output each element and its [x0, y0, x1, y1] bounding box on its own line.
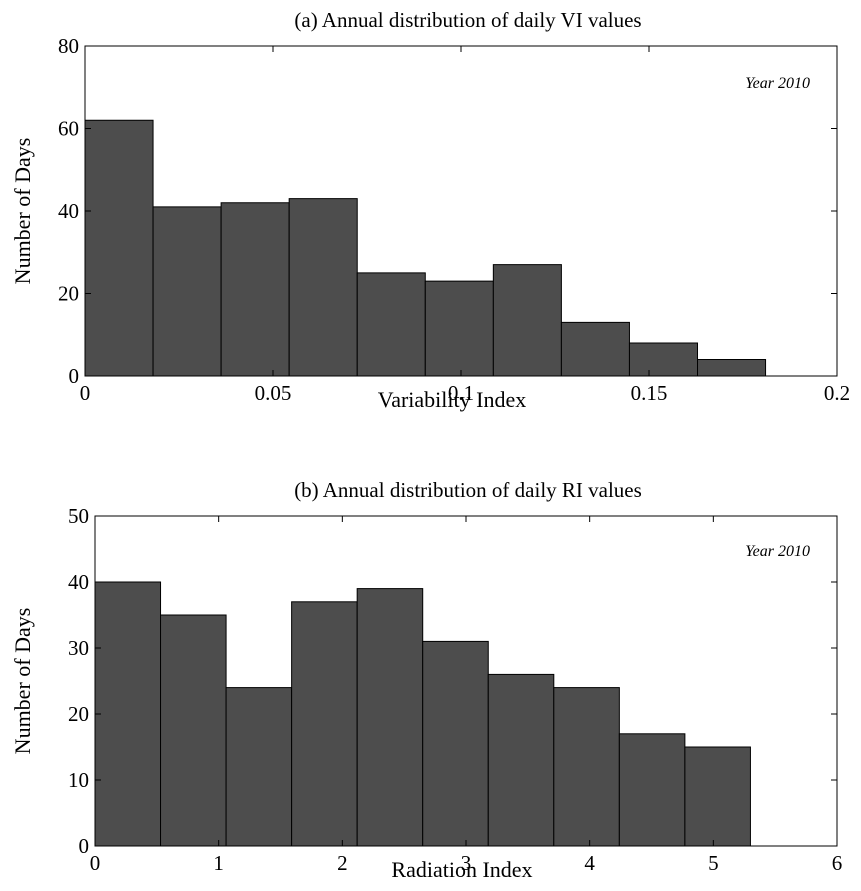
histogram-bar	[424, 280, 494, 377]
histogram-bar	[94, 581, 162, 847]
x-tick-label: 0.05	[255, 381, 292, 405]
y-tick-label: 50	[68, 504, 89, 528]
histogram-bar	[684, 746, 751, 847]
histogram-bar	[84, 119, 154, 377]
histogram-bar	[618, 733, 686, 847]
histogram-bar	[492, 264, 562, 377]
x-tick-label: 0.2	[824, 381, 850, 405]
panel-title-ri: (b) Annual distribution of daily RI valu…	[294, 478, 642, 502]
x-tick-label: 0	[90, 851, 101, 875]
histogram-bar	[553, 687, 620, 847]
x-tick-label: 2	[337, 851, 348, 875]
histogram-bar	[291, 601, 358, 847]
year-annotation-vi: Year 2010	[745, 75, 810, 92]
x-tick-label: 3	[461, 851, 472, 875]
x-tick-label: 0.15	[631, 381, 668, 405]
histogram-bar	[152, 206, 222, 377]
histogram-bar	[356, 272, 426, 377]
histogram-bar	[628, 342, 699, 377]
x-tick-label: 4	[584, 851, 595, 875]
panel-title-vi: (a) Annual distribution of daily VI valu…	[294, 8, 641, 32]
ticks-vi: 0 0.05 0.1 0.15 0.2 0 20 40 60 80	[58, 34, 850, 405]
y-tick-label: 40	[68, 570, 89, 594]
x-tick-label: 5	[708, 851, 719, 875]
y-tick-label: 20	[68, 702, 89, 726]
y-tick-label: 0	[69, 364, 80, 388]
y-tick-label: 40	[58, 199, 79, 223]
histogram-bar	[220, 202, 290, 377]
ticks-ri: 0 1 2 3 4 5 6 0 10 20 30 40 50	[68, 504, 842, 875]
x-tick-label: 0.1	[448, 381, 474, 405]
x-axis-label-vi: Variability Index	[378, 387, 526, 412]
y-tick-label: 60	[58, 117, 79, 141]
y-axis-label-vi: Number of Days	[10, 138, 35, 285]
plot-frame-vi	[84, 45, 838, 377]
y-tick-label: 0	[79, 834, 90, 858]
x-tick-label: 0	[80, 381, 91, 405]
x-axis-label-ri: Radiation Index	[391, 857, 532, 882]
histogram-bar	[560, 321, 630, 377]
histogram-bar	[697, 359, 767, 377]
plot-frame-ri	[94, 515, 838, 847]
bars-ri	[94, 581, 751, 847]
histogram-bar	[160, 614, 227, 847]
y-tick-label: 30	[68, 636, 89, 660]
y-tick-label: 80	[58, 34, 79, 58]
histogram-bar	[356, 588, 424, 847]
y-tick-label: 10	[68, 768, 89, 792]
panel-ri: (b) Annual distribution of daily RI valu…	[10, 478, 842, 882]
y-axis-label-ri: Number of Days	[10, 608, 35, 755]
histogram-bar	[288, 198, 358, 377]
x-tick-label: 1	[213, 851, 224, 875]
y-tick-label: 20	[58, 282, 79, 306]
histogram-bar	[422, 640, 489, 847]
histogram-bar	[487, 673, 555, 847]
x-tick-label: 6	[832, 851, 843, 875]
panel-vi: (a) Annual distribution of daily VI valu…	[10, 8, 850, 412]
histogram-bar	[225, 687, 293, 847]
bars-vi	[84, 119, 767, 377]
year-annotation-ri: Year 2010	[745, 543, 810, 560]
